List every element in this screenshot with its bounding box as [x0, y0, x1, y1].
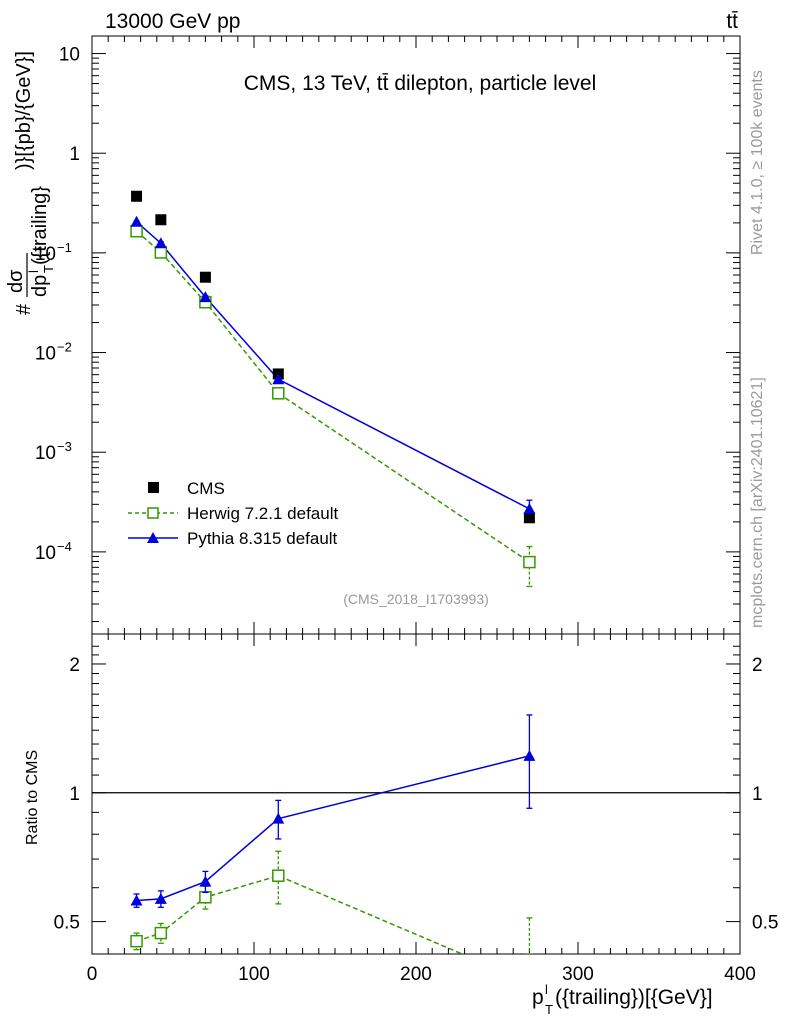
- main-y-axis-label: # dσ dp l T ({trailing} )}[{pb}/{GeV}]: [5, 51, 56, 315]
- pythia-ratio-point: [154, 892, 167, 904]
- ratio-y-tick-label: 2: [69, 655, 80, 676]
- ratio-series: [130, 714, 536, 954]
- rivet-label: Rivet 4.1.0, ≥ 100k events: [749, 70, 766, 255]
- main-y-tick-exponent: −1: [57, 240, 72, 255]
- header-right: tt̄: [726, 10, 738, 33]
- mcplots-label: mcplots.cern.ch [arXiv:2401.10621]: [749, 377, 766, 628]
- x-tick-label: 200: [400, 964, 432, 985]
- herwig-point: [130, 224, 143, 238]
- ratio-y-tick-label-right: 1: [752, 784, 763, 805]
- legend: CMS Herwig 7.2.1 default Pythia 8.315 de…: [128, 479, 338, 548]
- svg-text:l: l: [545, 982, 548, 997]
- header-left: 13000 GeV pp: [105, 10, 240, 33]
- svg-text:dp: dp: [29, 275, 51, 297]
- x-tick-label: 0: [87, 964, 98, 985]
- herwig-point: [272, 387, 285, 400]
- main-y-tick-label: 10: [35, 443, 56, 464]
- x-tick-label: 300: [562, 964, 594, 985]
- cms-data-point: [199, 271, 211, 283]
- cms-data-point: [131, 190, 143, 202]
- svg-text:T: T: [41, 265, 56, 273]
- pythia-ratio-point: [272, 812, 285, 824]
- herwig-point: [523, 555, 536, 569]
- ratio-y-tick-label-right: 2: [752, 655, 763, 676]
- pythia-point: [523, 502, 536, 514]
- pythia-point: [272, 373, 285, 385]
- ratio-axes: 0 100 200 300 400 0.5 0.5 1 1 2 2: [54, 634, 778, 985]
- legend-marker-pythia: [147, 532, 159, 543]
- svg-text:)}[{pb}/{GeV}]: )}[{pb}/{GeV}]: [13, 51, 35, 170]
- main-line-pythia: [136, 221, 530, 510]
- svg-text:dσ: dσ: [5, 269, 27, 293]
- pythia-ratio-point: [199, 875, 212, 887]
- cms-data-point: [155, 214, 167, 226]
- main-series: [130, 190, 536, 588]
- ratio-plot-frame: [91, 633, 741, 955]
- main-y-tick-exponent: −4: [57, 539, 72, 554]
- main-y-tick-label: 1: [69, 144, 80, 165]
- svg-text:T: T: [545, 1002, 553, 1017]
- herwig-ratio-point: [272, 869, 285, 882]
- x-axis-label: p l T ({trailing})[{GeV}]: [532, 982, 713, 1017]
- main-y-tick-label: 10: [35, 344, 56, 365]
- ratio-y-axis-label: Ratio to CMS: [24, 750, 41, 845]
- pythia-point: [130, 215, 143, 227]
- svg-text:p: p: [532, 986, 544, 1009]
- main-y-tick-exponent: −2: [57, 340, 72, 355]
- main-title: CMS, 13 TeV, tt̄ dilepton, particle leve…: [244, 72, 597, 95]
- legend-marker-herwig: [147, 507, 159, 519]
- main-y-tick-label: 10: [35, 543, 56, 564]
- legend-label-pythia: Pythia 8.315 default: [187, 529, 338, 548]
- legend-label-herwig: Herwig 7.2.1 default: [187, 504, 338, 523]
- x-tick-label: 400: [724, 964, 756, 985]
- herwig-ratio-point: [154, 926, 168, 940]
- ratio-line-pythia: [136, 755, 530, 902]
- svg-text:({trailing}: ({trailing}: [29, 186, 51, 265]
- herwig-point: [154, 246, 168, 259]
- ratio-y-tick-label-right: 0.5: [752, 913, 778, 934]
- ratio-y-tick-label: 0.5: [54, 913, 80, 934]
- main-y-tick-label: 10: [59, 45, 80, 66]
- ratio-line-herwig: [136, 874, 465, 954]
- pythia-point: [154, 237, 167, 249]
- pythia-ratio-point: [523, 749, 536, 761]
- pythia-point: [199, 291, 212, 303]
- cms-data-point: [523, 512, 535, 524]
- svg-text:#: #: [13, 303, 35, 315]
- analysis-tag: (CMS_2018_I1703993): [343, 591, 489, 607]
- svg-text:l: l: [26, 270, 41, 273]
- legend-marker-cms: [148, 482, 159, 493]
- main-y-tick-exponent: −3: [57, 439, 72, 454]
- herwig-ratio-point: [130, 934, 143, 948]
- x-tick-label: 100: [238, 964, 270, 985]
- herwig-ratio-point: [199, 890, 212, 904]
- main-y-tick-label: 10: [35, 244, 56, 265]
- svg-text:({trailing})[{GeV}]: ({trailing})[{GeV}]: [555, 986, 713, 1009]
- ratio-y-tick-label: 1: [69, 784, 80, 805]
- pythia-ratio-point: [130, 894, 143, 906]
- legend-label-cms: CMS: [187, 479, 225, 498]
